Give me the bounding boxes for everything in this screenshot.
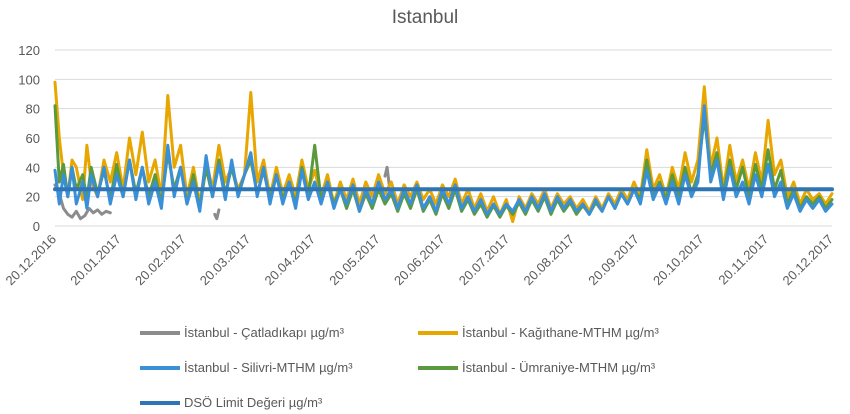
x-tick-label: 20.12.2016 <box>2 232 59 289</box>
y-tick-label: 40 <box>26 160 40 175</box>
x-tick-label: 20.01.2017 <box>67 232 124 289</box>
x-tick-label: 20.03.2017 <box>197 232 254 289</box>
y-tick-label: 0 <box>33 219 40 234</box>
x-tick-label: 20.05.2017 <box>326 232 383 289</box>
series-line-catladikapi <box>213 208 221 221</box>
x-axis-ticks: 20.12.2016 20.01.2017 20.02.2017 20.03.2017… <box>2 232 836 289</box>
y-tick-label: 120 <box>18 43 40 58</box>
y-axis-ticks: 0 20 40 60 80 100 120 <box>18 43 40 234</box>
x-tick-label: 20.09.2017 <box>585 232 642 289</box>
x-tick-label: 20.04.2017 <box>261 232 318 289</box>
y-tick-label: 100 <box>18 72 40 87</box>
x-tick-label: 20.10.2017 <box>650 232 707 289</box>
chart-title: Istanbul <box>392 7 459 28</box>
y-tick-label: 20 <box>26 190 40 205</box>
series-line-kagithane <box>53 80 834 224</box>
y-tick-label: 60 <box>26 131 40 146</box>
y-tick-label: 80 <box>26 102 40 117</box>
series-line-silivri <box>53 104 834 216</box>
series-lines <box>53 80 834 224</box>
x-tick-label: 20.07.2017 <box>456 232 513 289</box>
series-line-catladikapi <box>383 165 391 187</box>
x-tick-label: 20.11.2017 <box>715 232 771 288</box>
x-tick-label: 20.06.2017 <box>391 232 448 289</box>
x-tick-label: 20.12.2017 <box>779 232 836 289</box>
series-line-catladikapi <box>53 183 112 221</box>
x-tick-label: 20.02.2017 <box>132 232 189 289</box>
x-tick-label: 20.08.2017 <box>520 232 577 289</box>
